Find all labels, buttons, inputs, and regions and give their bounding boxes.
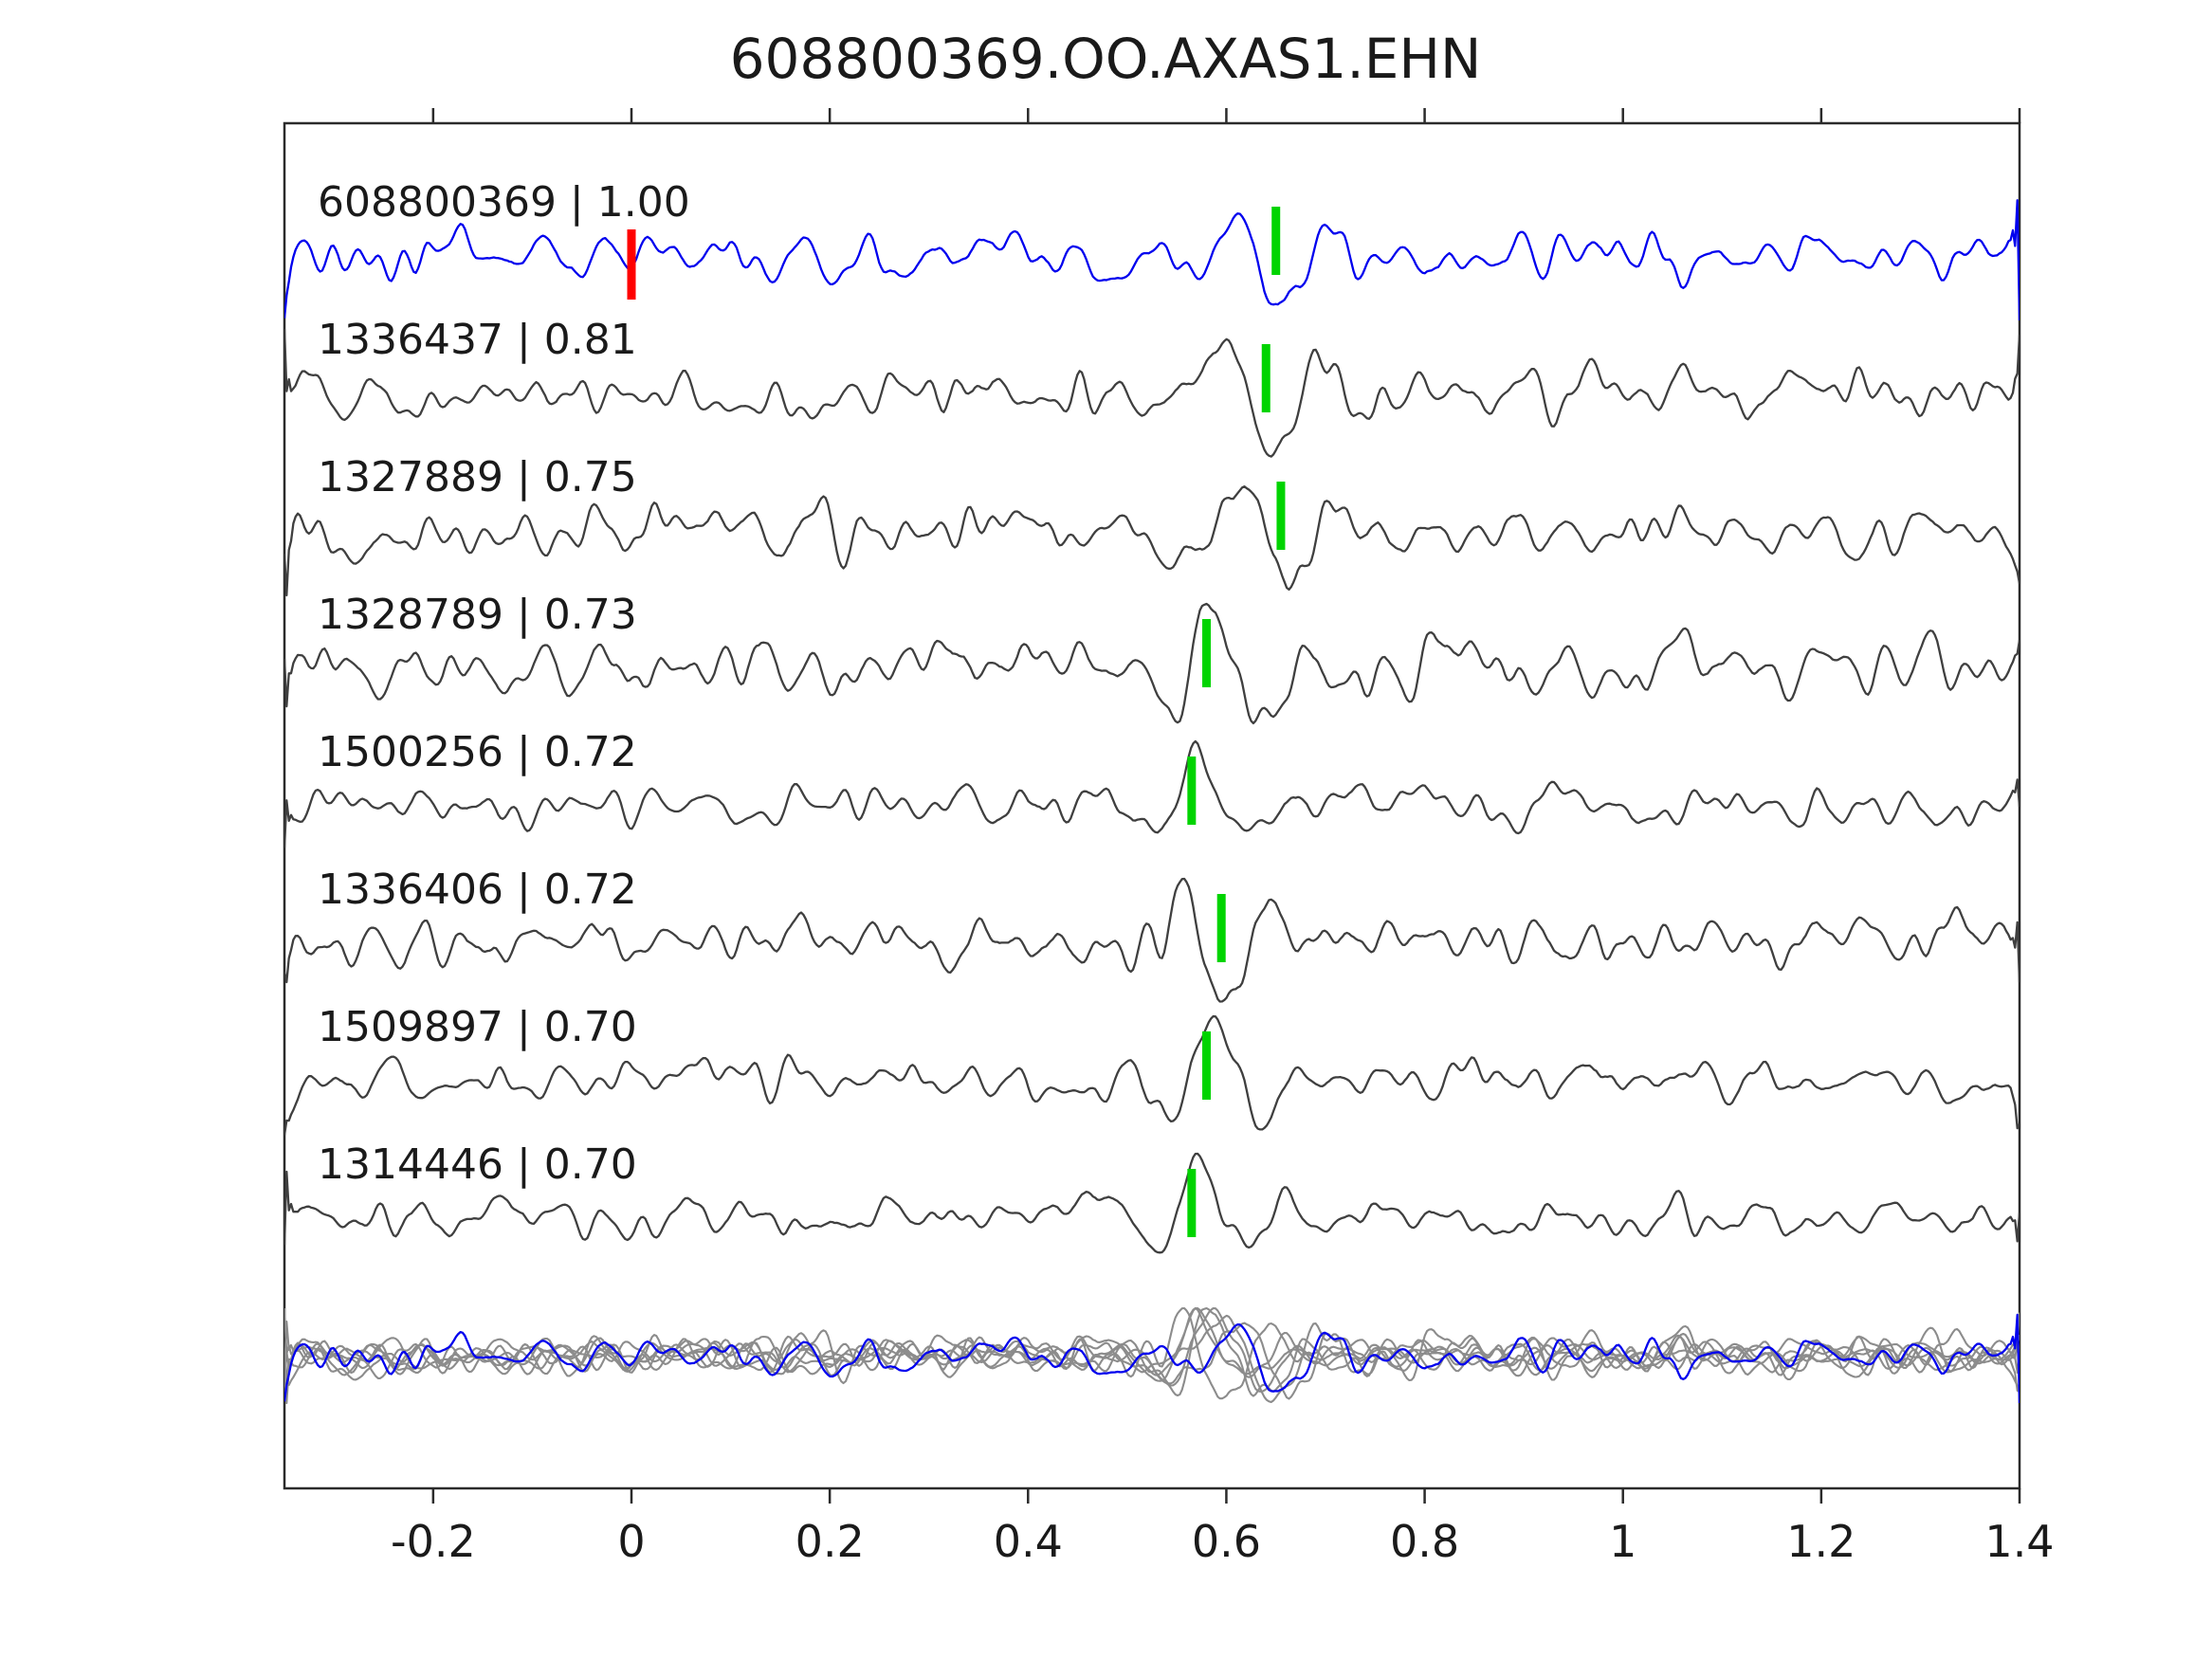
x-tick-label: 0.6 [1192, 1516, 1261, 1567]
trace-label-1500256: 1500256 | 0.72 [318, 728, 637, 776]
waveform-trace-1509897 [284, 1014, 2020, 1136]
overlay-reference-trace [284, 1313, 2020, 1404]
x-tick-label: 0.4 [994, 1516, 1063, 1567]
figure-title: 608800369.OO.AXAS1.EHN [730, 27, 1482, 91]
trace-label-1314446: 1314446 | 0.70 [318, 1140, 637, 1189]
overlay-trace-1328789 [284, 1306, 2020, 1397]
x-tick-label: 0.8 [1390, 1516, 1459, 1567]
trace-label-608800369: 608800369 | 1.00 [318, 178, 690, 227]
trace-label-1336437: 1336437 | 0.81 [318, 316, 637, 364]
trace-label-1328789: 1328789 | 0.73 [318, 591, 637, 639]
x-tick-label: 0 [617, 1516, 645, 1567]
trace-label-1336406: 1336406 | 0.72 [318, 866, 637, 914]
waveform-trace-608800369 [284, 199, 2020, 321]
traces-group [284, 199, 2020, 1405]
trace-label-1509897: 1509897 | 0.70 [318, 1003, 637, 1051]
x-tick-label: 1.4 [1984, 1516, 2054, 1567]
waveform-trace-1314446 [284, 1152, 2020, 1254]
x-tick-label: 1.2 [1786, 1516, 1856, 1567]
waveform-trace-1336437 [284, 328, 2020, 458]
waveform-trace-1328789 [284, 602, 2020, 725]
waveform-trace-1500256 [284, 739, 2020, 848]
waveform-trace-1327889 [284, 485, 2020, 597]
waveform-trace-1336406 [284, 877, 2020, 1003]
overlay-trace-1500256 [284, 1306, 2020, 1387]
plot-area: -0.2 0 0.2 0.4 0.6 0.8 1 1.2 1.4 608800369 | 1.00… [283, 108, 2055, 1567]
x-tick-label: 1 [1609, 1516, 1636, 1567]
x-tick-label: 0.2 [795, 1516, 865, 1567]
x-tick-label: -0.2 [391, 1516, 476, 1567]
trace-label-1327889: 1327889 | 0.75 [318, 453, 637, 501]
